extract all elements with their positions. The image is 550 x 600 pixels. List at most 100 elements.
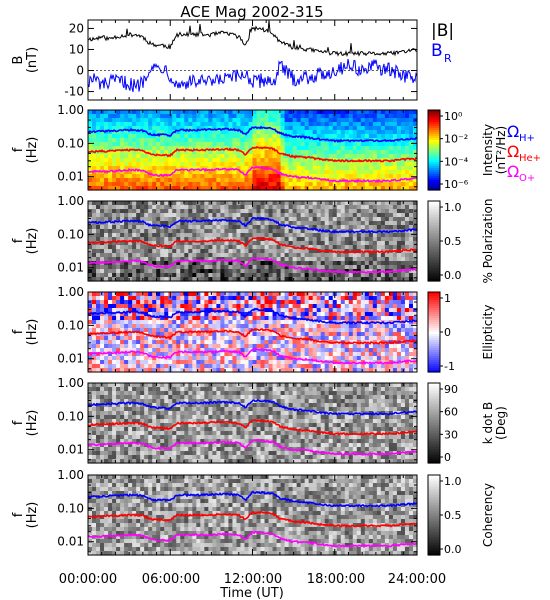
- spectrogram-cell: [404, 225, 410, 230]
- spectrogram-cell: [128, 257, 133, 262]
- spectrogram-cell: [288, 146, 294, 151]
- spectrogram-cell: [96, 336, 101, 341]
- spectrogram-cell: [388, 332, 394, 337]
- spectrogram-cell: [280, 213, 286, 218]
- spectrogram-cell: [184, 110, 189, 115]
- spectrogram-cell: [260, 336, 266, 341]
- spectrogram-cell: [216, 348, 221, 353]
- spectrogram-cell: [364, 217, 370, 222]
- spectrogram-cell: [232, 178, 238, 183]
- spectrogram-cell: [240, 253, 246, 258]
- spectrogram-cell: [136, 233, 141, 238]
- spectrogram-cell: [148, 245, 153, 250]
- spectrogram-cell: [160, 300, 165, 305]
- spectrogram-cell: [108, 122, 113, 127]
- spectrogram-cell: [276, 344, 282, 349]
- colorbar-swatch: [428, 219, 440, 222]
- spectrogram-cell: [184, 344, 189, 349]
- spectrogram-cell: [144, 249, 149, 254]
- spectrogram-cell: [188, 245, 193, 250]
- spectrogram-cell: [412, 134, 418, 139]
- spectrogram-cell: [96, 138, 101, 143]
- spectrogram-cell: [100, 320, 105, 325]
- spectrogram-cell: [92, 340, 97, 345]
- spectrogram-cell: [160, 233, 165, 238]
- spectrogram-cell: [196, 186, 201, 191]
- spectrogram-cell: [132, 201, 137, 206]
- spectrogram-cell: [408, 126, 414, 131]
- spectrogram-cell: [336, 126, 342, 131]
- spectrogram-cell: [256, 229, 262, 234]
- spectrogram-cell: [316, 138, 322, 143]
- spectrogram-cell: [388, 245, 394, 250]
- spectrogram-cell: [248, 229, 254, 234]
- spectrogram-cell: [356, 166, 362, 171]
- spectrogram-cell: [284, 253, 290, 258]
- spectrogram-cell: [208, 245, 213, 250]
- spectrogram-cell: [120, 209, 125, 214]
- spectrogram-cell: [404, 162, 410, 167]
- spectrogram-cell: [188, 178, 193, 183]
- spectrogram-cell: [96, 308, 101, 313]
- spectrogram-cell: [384, 162, 390, 167]
- spectrogram-cell: [260, 150, 266, 155]
- spectrogram-cell: [184, 201, 189, 206]
- spectrogram-cell: [348, 174, 354, 179]
- spectrogram-cell: [120, 360, 125, 365]
- spectrogram-cell: [140, 118, 145, 123]
- spectrogram-cell: [232, 182, 238, 187]
- spectrogram-cell: [216, 340, 221, 345]
- spectrogram-cell: [220, 340, 226, 345]
- spectrogram-cell: [320, 340, 326, 345]
- spectrogram-cell: [316, 162, 322, 167]
- spectrogram-cell: [240, 186, 246, 191]
- spectrogram-cell: [168, 170, 173, 175]
- spectrogram-cell: [300, 126, 306, 131]
- spectrogram-cell: [396, 241, 402, 246]
- spectrogram-cell: [256, 300, 262, 305]
- spectrogram-cell: [116, 233, 121, 238]
- spectrogram-cell: [396, 265, 402, 270]
- spectrogram-cell: [276, 178, 282, 183]
- spectrogram-cell: [372, 241, 378, 246]
- spectrogram-cell: [256, 130, 262, 135]
- spectrogram-cell: [172, 186, 177, 191]
- spectrogram-cell: [300, 217, 306, 222]
- spectrogram-cell: [116, 174, 121, 179]
- spectrogram-cell: [372, 237, 378, 242]
- spectrogram-cell: [96, 114, 101, 119]
- x-tick-label: 18:00:00: [307, 572, 365, 587]
- spectrogram-cell: [348, 150, 354, 155]
- spectrogram-cell: [172, 324, 177, 329]
- spectrogram-cell: [208, 312, 213, 317]
- spectrogram-cell: [404, 253, 410, 258]
- spectrogram-cell: [96, 296, 101, 301]
- spectrogram-cell: [204, 209, 209, 214]
- spectrogram-cell: [180, 237, 185, 242]
- spectrogram-cell: [136, 332, 141, 337]
- spectrogram-cell: [248, 352, 254, 357]
- spectrogram-cell: [104, 158, 109, 163]
- spectrogram-cell: [220, 336, 226, 341]
- spectrogram-cell: [196, 308, 201, 313]
- spectrogram-cell: [192, 130, 197, 135]
- spectrogram-cell: [120, 253, 125, 258]
- spectrogram-cell: [392, 241, 398, 246]
- spectrogram-cell: [272, 237, 278, 242]
- spectrogram-cell: [244, 158, 250, 163]
- spectrogram-cell: [280, 273, 286, 278]
- spectrogram-cell: [96, 126, 101, 131]
- spectrogram-cell: [384, 225, 390, 230]
- spectrogram-cell: [272, 277, 278, 282]
- spectrogram-cell: [300, 237, 306, 242]
- spectrogram-cell: [348, 186, 354, 191]
- spectrogram-cell: [264, 118, 270, 123]
- spectrogram-cell: [400, 154, 406, 159]
- spectrogram-cell: [336, 186, 342, 191]
- spectrogram-cell: [104, 364, 109, 369]
- spectrogram-cell: [92, 237, 97, 242]
- spectrogram-cell: [272, 205, 278, 210]
- spectrogram-cell: [96, 292, 101, 297]
- spectrogram-cell: [348, 312, 354, 317]
- spectrogram-cell: [156, 304, 161, 309]
